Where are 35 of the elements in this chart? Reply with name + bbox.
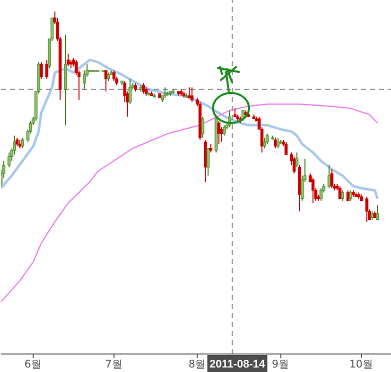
candlestick (276, 137, 280, 149)
candlestick (40, 62, 43, 80)
candlestick (66, 53, 70, 67)
candlestick (21, 137, 24, 149)
x-tick-label: 8월 (188, 358, 206, 370)
candlestick (376, 204, 380, 220)
candlestick (349, 190, 352, 202)
candlestick (266, 133, 269, 145)
candlestick (341, 190, 344, 202)
candlestick (312, 177, 314, 204)
candlestick (217, 120, 220, 145)
candlestick (292, 156, 296, 174)
candlestick (112, 70, 116, 82)
candlestick (128, 78, 132, 105)
candlestick (263, 137, 266, 149)
candlestick (206, 148, 210, 176)
candlestick (365, 196, 368, 222)
candlestick (330, 168, 334, 189)
candlestick (295, 152, 298, 168)
candlestick (284, 141, 288, 156)
candlestick (142, 82, 146, 94)
x-tick-label: 9월 (272, 358, 290, 370)
candlestick (201, 116, 204, 138)
candlestick (222, 124, 226, 136)
candlestick (274, 137, 277, 149)
x-tick-label: 7월 (105, 358, 123, 370)
candlestick (320, 188, 323, 202)
x-tick-label: 6월 (24, 358, 42, 370)
candlestick (190, 86, 194, 103)
candlestick (45, 59, 48, 80)
candlestick (104, 70, 108, 92)
candlestick (8, 152, 11, 168)
x-tick-label: 10월 (349, 358, 374, 370)
candlestick (328, 164, 331, 189)
ref-line-label: 2011-08-14 (209, 358, 266, 370)
